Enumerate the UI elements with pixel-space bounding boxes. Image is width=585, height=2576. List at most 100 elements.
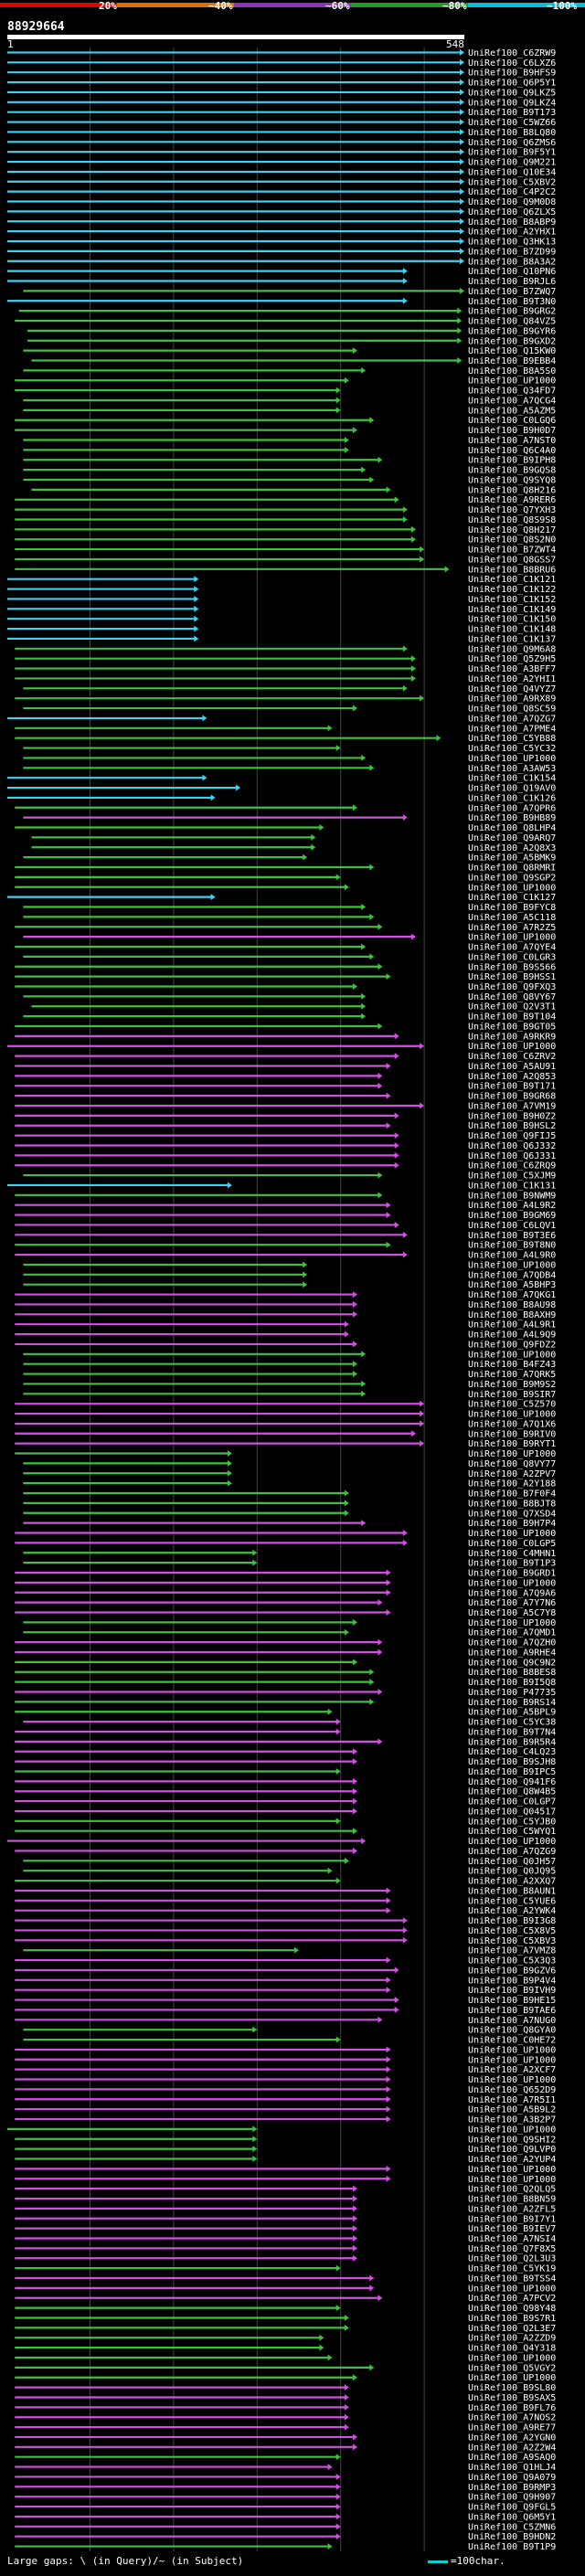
hit-row[interactable]: UniRef100_B9RJL6 bbox=[7, 277, 556, 287]
hit-label[interactable]: UniRef100_UP1000 bbox=[468, 1350, 556, 1360]
hit-row[interactable]: UniRef100_B8BES8 bbox=[15, 1668, 556, 1678]
hit-row[interactable]: UniRef100_UP1000 bbox=[15, 2353, 556, 2363]
hit-row[interactable]: UniRef100_Q6P5Y1 bbox=[7, 79, 556, 89]
hit-row[interactable]: UniRef100_A7NUG0 bbox=[15, 2016, 556, 2026]
hit-label[interactable]: UniRef100_A2ZPV7 bbox=[468, 1469, 556, 1479]
hit-label[interactable]: UniRef100_Q6P5Y1 bbox=[468, 79, 556, 89]
hit-label[interactable]: UniRef100_B8ABP9 bbox=[468, 217, 556, 228]
hit-row[interactable]: UniRef100_B9EBB4 bbox=[31, 356, 557, 366]
hit-label[interactable]: UniRef100_Q9H907 bbox=[468, 2493, 556, 2503]
hit-row[interactable]: UniRef100_UP1000 bbox=[23, 754, 556, 764]
hit-label[interactable]: UniRef100_Q6J331 bbox=[468, 1151, 556, 1161]
hit-row[interactable]: UniRef100_B9NWM9 bbox=[15, 1191, 556, 1201]
hit-label[interactable]: UniRef100_UP1000 bbox=[468, 1837, 556, 1847]
hit-label[interactable]: UniRef100_A2YHX1 bbox=[468, 228, 556, 238]
hit-row[interactable]: UniRef100_B9R5R4 bbox=[15, 1737, 556, 1747]
hit-row[interactable]: UniRef100_A2Z2W4 bbox=[15, 2443, 556, 2453]
hit-label[interactable]: UniRef100_Q9SGP2 bbox=[468, 873, 556, 883]
hit-label[interactable]: UniRef100_Q6J332 bbox=[468, 1141, 556, 1151]
hit-row[interactable]: UniRef100_C1K148 bbox=[7, 625, 556, 635]
hit-row[interactable]: UniRef100_B7F0F4 bbox=[23, 1489, 556, 1500]
hit-label[interactable]: UniRef100_UP1000 bbox=[468, 2353, 556, 2363]
hit-row[interactable]: UniRef100_Q7YXH3 bbox=[15, 505, 556, 515]
hit-row[interactable]: UniRef100_Q10E34 bbox=[7, 167, 556, 177]
hit-label[interactable]: UniRef100_B9T104 bbox=[468, 1012, 556, 1023]
hit-row[interactable]: UniRef100_A3BFF7 bbox=[15, 664, 556, 674]
hit-row[interactable]: UniRef100_Q98Y48 bbox=[15, 2304, 556, 2314]
hit-row[interactable]: UniRef100_C5YK19 bbox=[15, 2264, 556, 2274]
hit-row[interactable]: UniRef100_B9TAE6 bbox=[15, 2006, 556, 2016]
hit-label[interactable]: UniRef100_C1K137 bbox=[468, 634, 556, 644]
hit-row[interactable]: UniRef100_C5YB88 bbox=[15, 734, 556, 744]
hit-label[interactable]: UniRef100_A9SAQ0 bbox=[468, 2453, 556, 2463]
hit-label[interactable]: UniRef100_B9GR68 bbox=[468, 1092, 556, 1102]
hit-label[interactable]: UniRef100_B9FYC8 bbox=[468, 903, 556, 913]
hit-label[interactable]: UniRef100_A7QYE4 bbox=[468, 943, 556, 953]
hit-row[interactable]: UniRef100_A2YHI1 bbox=[15, 674, 556, 684]
hit-row[interactable]: UniRef100_P47735 bbox=[15, 1688, 556, 1698]
hit-label[interactable]: UniRef100_C5WZ66 bbox=[468, 118, 556, 128]
hit-row[interactable]: UniRef100_Q10PN6 bbox=[7, 267, 556, 277]
hit-row[interactable]: UniRef100_A9SAQ0 bbox=[15, 2453, 556, 2463]
hit-label[interactable]: UniRef100_Q8RMRI bbox=[468, 864, 556, 874]
hit-row[interactable]: UniRef100_B7ZD99 bbox=[7, 247, 556, 257]
hit-row[interactable]: UniRef100_UP1000 bbox=[15, 2373, 556, 2383]
hit-row[interactable]: UniRef100_B9IPH8 bbox=[23, 456, 556, 466]
hit-label[interactable]: UniRef100_B9I5Q8 bbox=[468, 1678, 556, 1688]
hit-label[interactable]: UniRef100_Q7YXH3 bbox=[468, 505, 556, 515]
hit-row[interactable]: UniRef100_Q8SC59 bbox=[23, 705, 556, 715]
hit-row[interactable]: UniRef100_C6LXZ6 bbox=[7, 58, 556, 69]
hit-row[interactable]: UniRef100_B9SL80 bbox=[15, 2383, 556, 2393]
hit-label[interactable]: UniRef100_A4L9R0 bbox=[468, 1251, 556, 1261]
hit-row[interactable]: UniRef100_Q3HK13 bbox=[7, 238, 556, 248]
hit-label[interactable]: UniRef100_A7NST0 bbox=[468, 436, 556, 446]
hit-label[interactable]: UniRef100_B9GRG2 bbox=[468, 307, 556, 317]
hit-label[interactable]: UniRef100_A7Y7N6 bbox=[468, 1598, 556, 1608]
hit-row[interactable]: UniRef100_B9RS14 bbox=[15, 1698, 556, 1708]
hit-label[interactable]: UniRef100_Q2V3T1 bbox=[468, 1002, 556, 1012]
hit-label[interactable]: UniRef100_A7QRK5 bbox=[468, 1370, 556, 1380]
hit-label[interactable]: UniRef100_C5XBV3 bbox=[468, 1936, 556, 1946]
hit-row[interactable]: UniRef100_C1K137 bbox=[7, 634, 556, 644]
hit-label[interactable]: UniRef100_Q8GYA0 bbox=[468, 2026, 556, 2036]
hit-label[interactable]: UniRef100_Q2L3U3 bbox=[468, 2254, 556, 2264]
hit-row[interactable]: UniRef100_Q9LKZ4 bbox=[7, 98, 556, 108]
hit-row[interactable]: UniRef100_Q6J331 bbox=[15, 1151, 556, 1161]
hit-label[interactable]: UniRef100_A2YHI1 bbox=[468, 674, 556, 684]
hit-row[interactable]: UniRef100_B9GRD1 bbox=[15, 1569, 556, 1579]
hit-row[interactable]: UniRef100_Q6ZLX5 bbox=[7, 207, 556, 217]
hit-row[interactable]: UniRef100_A5BPL9 bbox=[15, 1708, 556, 1718]
hit-label[interactable]: UniRef100_A9RHE4 bbox=[468, 1648, 556, 1658]
hit-row[interactable]: UniRef100_B8BN59 bbox=[15, 2195, 556, 2205]
hit-label[interactable]: UniRef100_B9R5R4 bbox=[468, 1737, 556, 1747]
hit-row[interactable]: UniRef100_B8A3A2 bbox=[7, 257, 556, 267]
hit-row[interactable]: UniRef100_Q941F6 bbox=[15, 1777, 556, 1787]
hit-label[interactable]: UniRef100_UP1000 bbox=[468, 2055, 556, 2065]
hit-row[interactable]: UniRef100_Q9LVP0 bbox=[15, 2145, 556, 2155]
hit-label[interactable]: UniRef100_C5YB88 bbox=[468, 734, 556, 744]
hit-label[interactable]: UniRef100_A9RKR9 bbox=[468, 1032, 556, 1042]
hit-row[interactable]: UniRef100_A2ZZD9 bbox=[15, 2334, 556, 2344]
hit-row[interactable]: UniRef100_A2XCF7 bbox=[15, 2065, 556, 2075]
hit-row[interactable]: UniRef100_B9I3G8 bbox=[15, 1916, 556, 1926]
hit-row[interactable]: UniRef100_Q2L3U3 bbox=[15, 2254, 556, 2264]
hit-label[interactable]: UniRef100_UP1000 bbox=[468, 933, 556, 943]
hit-label[interactable]: UniRef100_Q9LKZ4 bbox=[468, 98, 556, 108]
hit-label[interactable]: UniRef100_B9F5Y1 bbox=[468, 148, 556, 158]
hit-label[interactable]: UniRef100_A7QZG7 bbox=[468, 714, 556, 724]
hit-label[interactable]: UniRef100_Q0JQ95 bbox=[468, 1867, 556, 1877]
hit-label[interactable]: UniRef100_Q8SC59 bbox=[468, 705, 556, 715]
hit-label[interactable]: UniRef100_B9HB89 bbox=[468, 813, 556, 823]
hit-row[interactable]: UniRef100_Q5Z9H5 bbox=[15, 654, 556, 664]
hit-row[interactable]: UniRef100_Q8GYA0 bbox=[23, 2026, 556, 2036]
hit-row[interactable]: UniRef100_Q1HLJ4 bbox=[15, 2463, 556, 2473]
hit-row[interactable]: UniRef100_A7PME4 bbox=[15, 724, 556, 734]
hit-row[interactable]: UniRef100_Q9SHI2 bbox=[15, 2135, 556, 2145]
hit-label[interactable]: UniRef100_UP1000 bbox=[468, 2175, 556, 2185]
hit-row[interactable]: UniRef100_A9RX89 bbox=[15, 694, 556, 705]
hit-row[interactable]: UniRef100_A7PCV2 bbox=[15, 2294, 556, 2304]
hit-row[interactable]: UniRef100_B9RMP3 bbox=[15, 2483, 556, 2493]
hit-label[interactable]: UniRef100_B9GRD1 bbox=[468, 1569, 556, 1579]
hit-row[interactable]: UniRef100_B9FYC8 bbox=[23, 903, 556, 913]
hit-label[interactable]: UniRef100_B9GXD2 bbox=[468, 336, 556, 346]
